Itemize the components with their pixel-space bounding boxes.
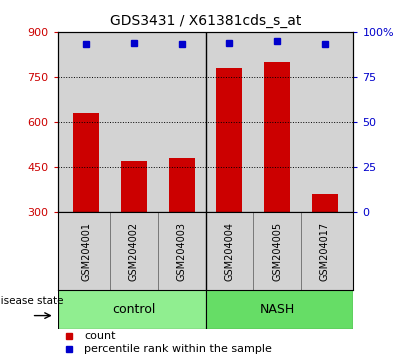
Text: GSM204002: GSM204002 [129,222,139,281]
Bar [312,194,338,212]
Text: percentile rank within the sample: percentile rank within the sample [84,343,272,354]
Bar [121,161,147,212]
Text: disease state: disease state [0,296,64,306]
Text: control: control [112,303,156,316]
Text: GSM204003: GSM204003 [177,222,187,281]
Bar [206,290,353,329]
Text: GSM204017: GSM204017 [320,222,330,281]
Bar [264,62,290,212]
Text: GSM204004: GSM204004 [224,222,234,281]
Text: NASH: NASH [259,303,295,316]
Bar [169,158,195,212]
Bar [73,113,99,212]
Text: count: count [84,331,115,341]
Text: GSM204001: GSM204001 [81,222,91,281]
Title: GDS3431 / X61381cds_s_at: GDS3431 / X61381cds_s_at [110,14,301,28]
Bar [58,290,206,329]
Text: GSM204005: GSM204005 [272,222,282,281]
Bar [216,68,242,212]
